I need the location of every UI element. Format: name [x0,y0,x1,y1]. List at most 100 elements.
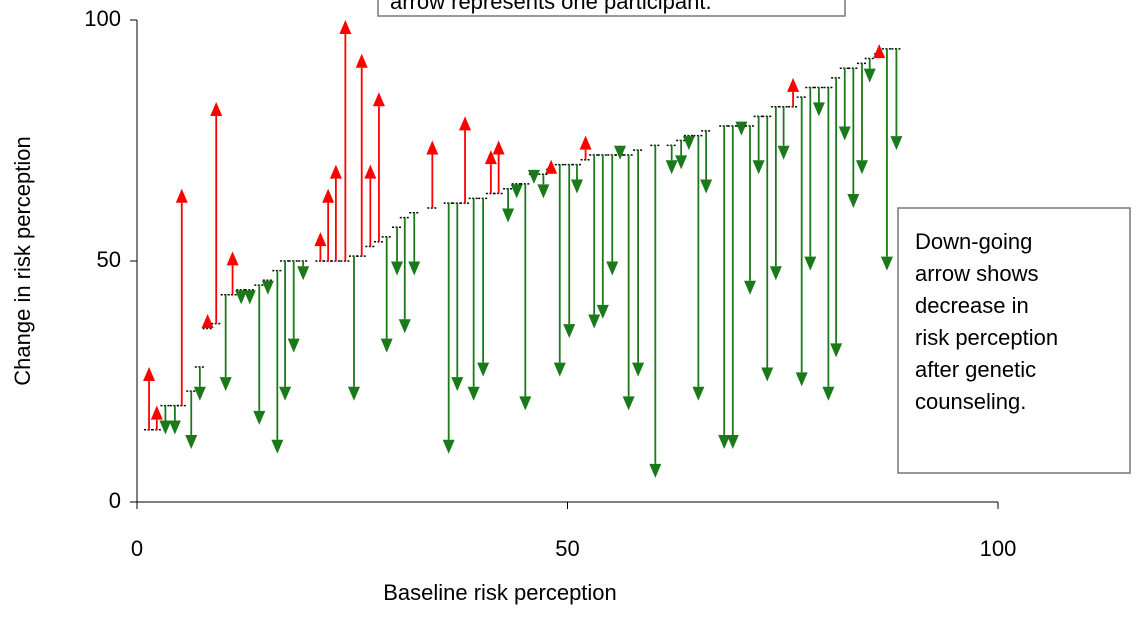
arrow-head [777,145,790,160]
arrow-head [150,405,163,420]
arrow-head [477,362,490,377]
arrow-head [510,184,523,199]
arrow-head [253,410,266,425]
arrow-head [364,164,377,179]
arrow-head [563,324,576,339]
arrow-head [553,362,566,377]
arrow-head [822,386,835,401]
arrow-head [347,386,360,401]
arrow-head [235,290,248,305]
arrow-head [322,188,335,203]
arrow-head [442,439,455,454]
x-tick-label: 0 [131,536,143,561]
arrow-head [484,150,497,165]
arrow-head [459,116,472,131]
y-tick-label: 50 [97,247,121,272]
arrow-head [769,266,782,281]
arrow-head [873,44,886,59]
annotation-text: risk perception [915,325,1058,350]
arrow-head [847,193,860,208]
arrow-head [226,251,239,266]
arrow-head [329,164,342,179]
arrow-head [408,261,421,276]
arrow-head [622,396,635,411]
arrow-head [692,386,705,401]
arrow-head [372,92,385,107]
arrow-head [718,434,731,449]
arrow-head [752,160,765,175]
arrow-head [665,160,678,175]
arrow-head [271,439,284,454]
annotation-text: counseling. [915,389,1026,414]
y-tick-label: 0 [109,488,121,513]
arrow-head [795,372,808,387]
arrow-head [210,101,223,116]
arrow-head [380,338,393,353]
arrow-head [467,386,480,401]
arrow-head [804,256,817,271]
arrow-head [855,160,868,175]
arrow-head [143,367,156,382]
arrow-head [175,188,188,203]
arrow-head [279,386,292,401]
arrow-head [492,140,505,155]
arrow-head [787,77,800,92]
arrow-head [682,136,695,151]
x-tick-label: 100 [980,536,1017,561]
y-tick-label: 100 [84,6,121,31]
arrow-head [588,314,601,329]
arrow-head [830,343,843,358]
arrow-head [537,184,550,199]
arrow-head [159,420,172,435]
arrow-head [451,377,464,392]
arrow-head [744,280,757,295]
arrow-head [355,53,368,68]
y-axis-label: Change in risk perception [10,136,35,385]
arrow-head [726,434,739,449]
arrow-head [185,434,198,449]
x-axis-label: Baseline risk perception [383,580,617,605]
arrow-head [890,136,903,151]
arrow-head [339,20,352,34]
annotation-text: arrow represents one participant. [390,0,712,14]
arrow-head [812,102,825,117]
arrow-head [527,169,540,184]
arrow-head [519,396,532,411]
arrow-head [287,338,300,353]
arrow-head [391,261,404,276]
arrow-head [297,266,310,281]
arrow-head [545,159,558,174]
arrow-head [632,362,645,377]
arrow-head [614,145,627,160]
arrow-head [675,155,688,170]
annotation-text: Down-going [915,229,1032,254]
arrow-head [219,377,232,392]
annotation-box [377,0,846,17]
x-tick-label: 50 [555,536,579,561]
arrow-head [261,280,274,295]
arrow-head [596,304,609,319]
arrow-head [168,420,181,435]
arrow-head [649,463,662,478]
arrow-head [502,208,515,223]
arrow-head [863,68,876,83]
annotation-box [897,207,1131,474]
annotation-text: after genetic [915,357,1036,382]
arrow-head [426,140,439,155]
annotation-text: arrow shows [915,261,1038,286]
arrow-head [606,261,619,276]
arrow-head [579,135,592,150]
arrow-head [838,126,851,141]
arrow-head [880,256,893,271]
arrow-head [314,232,327,247]
arrow-head [193,386,206,401]
arrow-head [700,179,713,194]
arrow-head [201,314,214,329]
arrow-head [735,121,748,136]
arrow-head [398,319,411,334]
arrow-head [243,290,256,305]
arrow-head [761,367,774,382]
annotation-text: decrease in [915,293,1029,318]
arrow-head [570,179,583,194]
